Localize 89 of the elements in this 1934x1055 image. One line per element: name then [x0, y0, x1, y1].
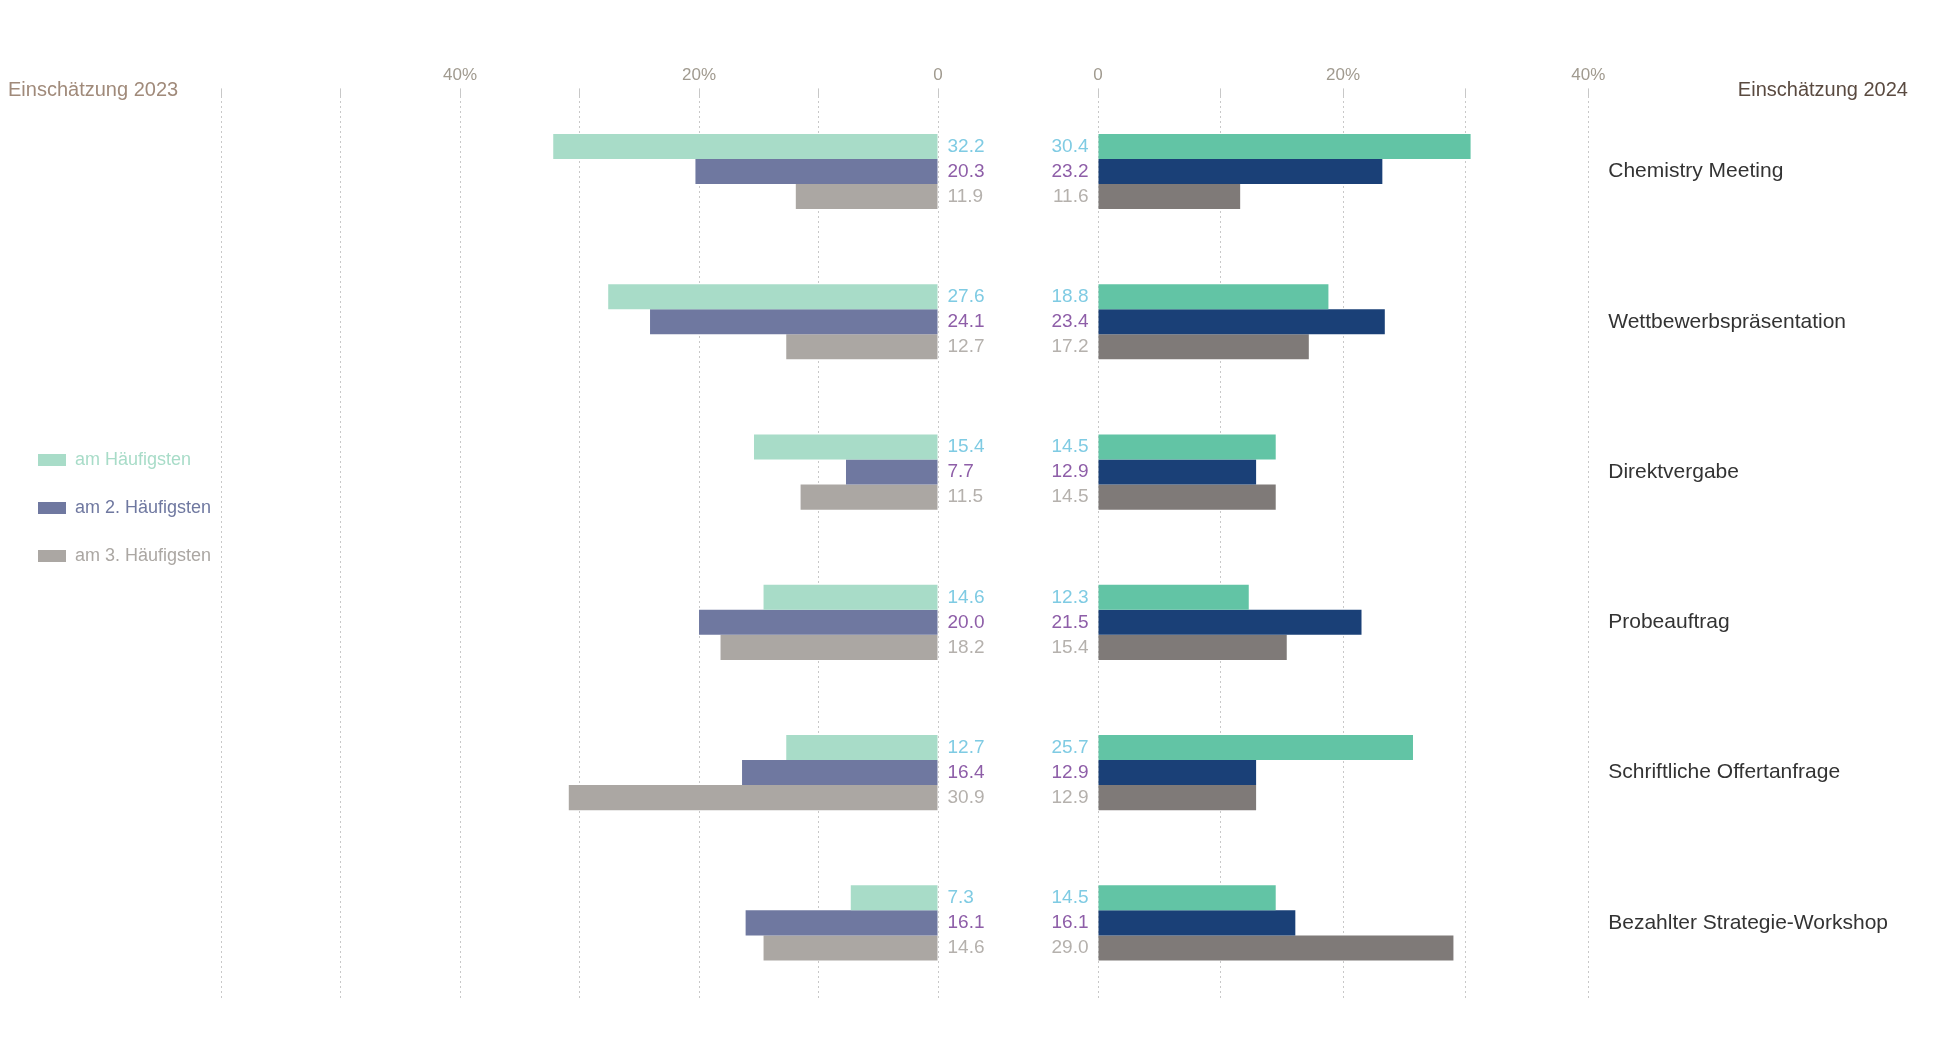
data-label: 30.4	[1051, 134, 1089, 156]
x-tick-label: 40%	[1571, 64, 1606, 84]
y-tick-label: Direktvergabe	[1608, 458, 1739, 482]
data-label: 11.5	[947, 485, 984, 507]
data-label: 16.4	[947, 760, 985, 782]
bar	[1098, 634, 1287, 660]
data-label: 12.9	[1051, 785, 1089, 807]
bar	[1098, 484, 1276, 510]
data-label: 14.5	[1051, 485, 1089, 507]
data-label: 25.7	[1051, 735, 1089, 757]
x-tick-label: 40%	[443, 64, 478, 84]
x-tick-label: 20%	[682, 64, 717, 84]
bar	[786, 334, 938, 360]
bar	[1098, 785, 1257, 811]
y-tick-label: Schriftliche Offertanfrage	[1608, 759, 1841, 783]
data-label: 12.9	[1051, 460, 1089, 482]
bar	[1098, 309, 1385, 335]
bar	[850, 885, 938, 911]
data-label: 14.5	[1051, 435, 1089, 457]
y-tick-label: Bezahlter Strategie-Workshop	[1608, 909, 1888, 933]
bar	[1098, 584, 1249, 610]
data-label: 23.2	[1051, 159, 1089, 181]
y-tick-label: Wettbewerbspräsentation	[1608, 308, 1846, 332]
data-label: 30.9	[947, 785, 985, 807]
data-label: 14.6	[947, 936, 985, 958]
data-label: 12.3	[1051, 585, 1089, 607]
bar	[1098, 284, 1329, 310]
bar	[695, 159, 938, 185]
data-label: 21.5	[1051, 610, 1089, 632]
legend-label: am 3. Häufigsten	[75, 544, 212, 565]
bar	[1098, 434, 1276, 460]
data-label: 18.2	[947, 635, 985, 657]
data-label: 11.6	[1052, 184, 1089, 206]
bar	[753, 434, 938, 460]
text: Einschätzung 2024	[1737, 77, 1908, 100]
chart-title: Einschätzung 2023	[8, 77, 179, 100]
bar	[786, 735, 938, 761]
x-tick-label: 0	[1093, 64, 1103, 84]
data-label: 12.7	[947, 735, 985, 757]
bar	[1098, 885, 1276, 911]
y-tick-label: Chemistry Meeting	[1608, 158, 1784, 182]
bar	[1098, 935, 1454, 961]
data-label: 18.8	[1051, 284, 1089, 306]
bar	[1098, 459, 1257, 485]
bar	[553, 133, 938, 160]
bar	[763, 935, 938, 961]
bar	[1098, 133, 1471, 160]
y-tick-label: Probeauftrag	[1608, 609, 1730, 633]
bar	[745, 910, 938, 936]
bar	[1098, 334, 1309, 360]
data-label: 15.4	[1051, 635, 1089, 657]
data-label: 12.9	[1051, 760, 1089, 782]
bar	[1098, 609, 1362, 635]
bar	[800, 484, 938, 510]
data-label: 20.0	[947, 610, 985, 632]
data-label: 14.5	[1051, 886, 1089, 908]
legend-label: am Häufigsten	[75, 448, 192, 469]
data-label: 17.2	[1051, 335, 1089, 357]
bar	[742, 760, 938, 786]
bar	[1098, 735, 1413, 761]
legend-label: am 2. Häufigsten	[75, 496, 212, 517]
data-label: 16.1	[947, 911, 985, 933]
x-tick-label: 0	[933, 64, 943, 84]
bar	[845, 459, 938, 485]
bar	[720, 634, 938, 660]
bar	[650, 309, 938, 335]
bar	[1098, 184, 1241, 210]
data-label: 32.2	[947, 134, 985, 156]
bar	[763, 584, 938, 610]
data-label: 27.6	[947, 284, 985, 306]
data-label: 14.6	[947, 585, 985, 607]
data-label: 16.1	[1051, 911, 1089, 933]
data-label: 7.3	[947, 886, 974, 908]
data-label: 15.4	[947, 435, 985, 457]
bar	[1098, 910, 1296, 936]
bar	[608, 284, 938, 310]
x-tick-label: 20%	[1326, 64, 1361, 84]
data-label: 11.9	[947, 184, 984, 206]
bar	[568, 785, 938, 811]
data-label: 12.7	[947, 335, 985, 357]
data-label: 23.4	[1051, 310, 1089, 332]
bar	[1098, 760, 1257, 786]
data-label: 20.3	[947, 159, 985, 181]
data-label: 24.1	[947, 310, 985, 332]
bar	[1098, 159, 1383, 185]
data-label: 7.7	[947, 460, 974, 482]
bar	[795, 184, 938, 210]
bar	[699, 609, 938, 635]
data-label: 29.0	[1051, 936, 1089, 958]
